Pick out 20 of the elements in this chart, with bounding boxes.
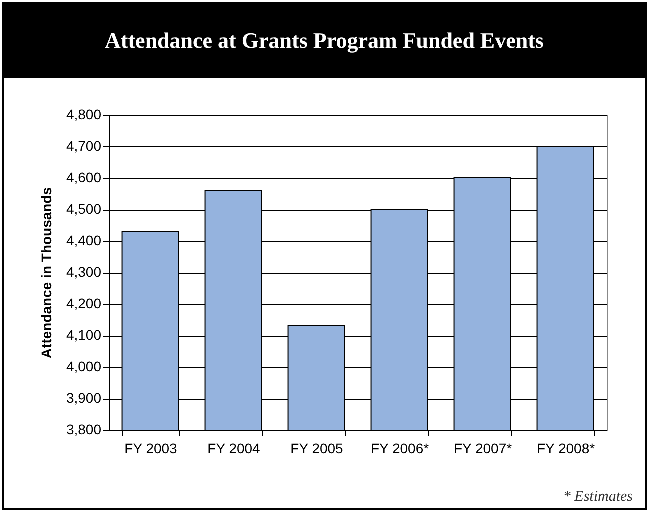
y-tick-label: 4,000: [66, 358, 102, 374]
y-tick-label: 3,800: [66, 422, 102, 438]
y-tick-label: 4,700: [66, 138, 102, 154]
y-tick-label: 4,800: [66, 106, 102, 122]
x-tick-label: FY 2008*: [536, 440, 596, 456]
y-tick-label: 3,900: [66, 390, 102, 406]
y-tick-label: 4,500: [66, 201, 102, 217]
x-tick-label: FY 2003: [124, 440, 178, 456]
y-tick-label: 4,300: [66, 264, 102, 280]
text: * Estimates: [561, 489, 635, 506]
x-tick-label: FY 2004: [208, 440, 261, 456]
y-tick-label: 4,200: [66, 296, 102, 312]
y-axis-title: Attendance in Thousands: [38, 187, 54, 359]
chart-title: Attendance at Grants Program Funded Events: [4, 4, 645, 78]
y-tick-label: 4,400: [66, 232, 102, 248]
y-tick-label: 4,100: [66, 327, 102, 343]
x-tick-label: FY 2005: [290, 440, 344, 456]
x-tick-label: FY 2007*: [454, 440, 513, 456]
x-tick-label: FY 2006*: [370, 440, 430, 456]
y-tick-label: 4,600: [66, 170, 102, 186]
